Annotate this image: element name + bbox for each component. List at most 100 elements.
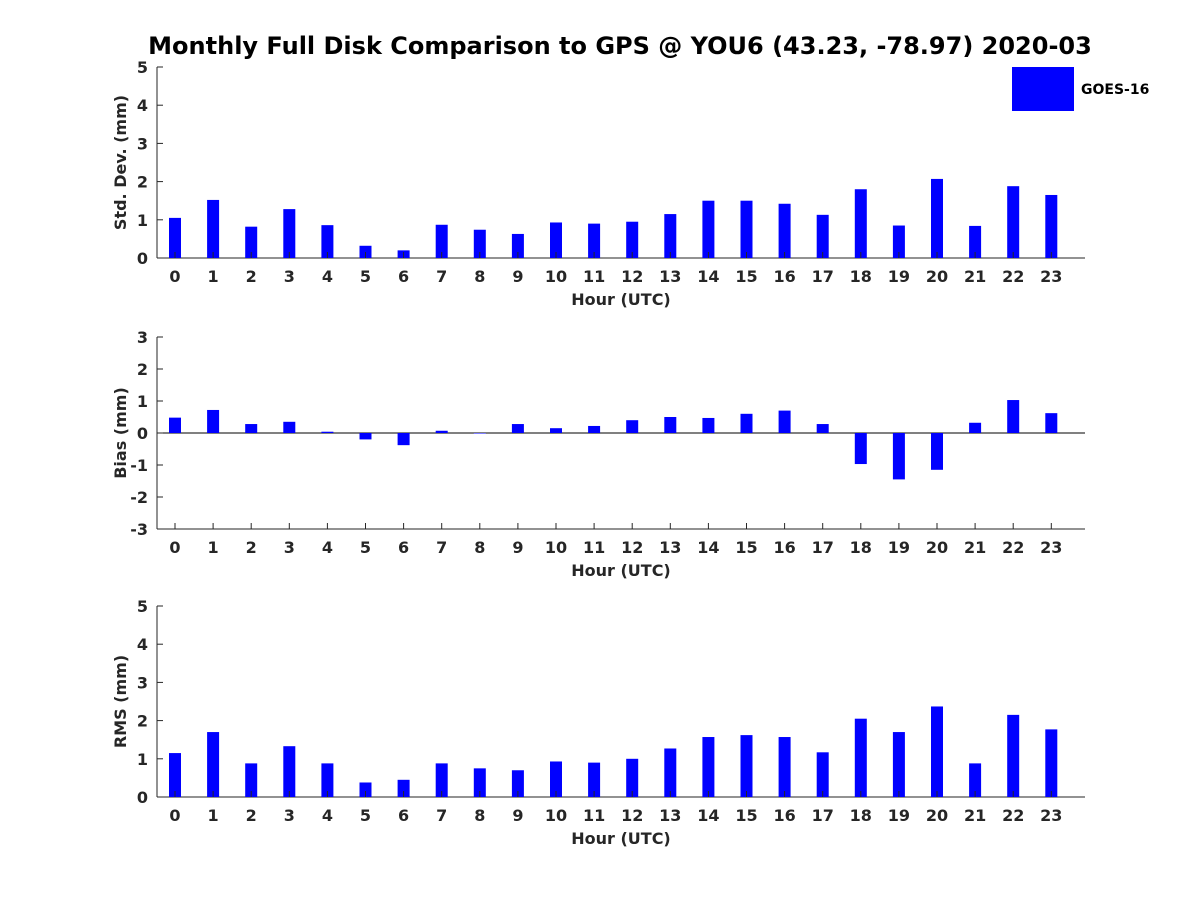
std-dev-bar bbox=[664, 214, 677, 258]
bias-ytick-label: 1 bbox=[137, 392, 148, 411]
std-dev-bar bbox=[283, 209, 296, 258]
std-dev-xtick-label: 9 bbox=[512, 267, 523, 286]
rms-bar bbox=[816, 752, 829, 797]
bias-bar bbox=[740, 413, 753, 433]
bias-xtick-label: 13 bbox=[659, 538, 681, 557]
std-dev-xtick-label: 15 bbox=[735, 267, 757, 286]
std-dev-bar bbox=[854, 189, 867, 258]
std-dev-xtick-label: 12 bbox=[621, 267, 643, 286]
bias-xtick-label: 19 bbox=[888, 538, 910, 557]
bias-ytick-label: 3 bbox=[137, 328, 148, 347]
bias-xlabel: Hour (UTC) bbox=[571, 561, 671, 580]
bias-xtick-label: 9 bbox=[512, 538, 523, 557]
std-dev-xtick-label: 1 bbox=[208, 267, 219, 286]
std-dev-xtick-label: 0 bbox=[169, 267, 180, 286]
bias-bar bbox=[1045, 413, 1058, 433]
bias-xtick-label: 15 bbox=[735, 538, 757, 557]
std-dev-ylabel: Std. Dev. (mm) bbox=[111, 95, 130, 230]
std-dev-bar bbox=[473, 229, 486, 258]
std-dev-bar bbox=[321, 225, 334, 258]
rms-xtick-label: 13 bbox=[659, 806, 681, 825]
std-dev-xtick-label: 14 bbox=[697, 267, 719, 286]
std-dev-bar bbox=[702, 200, 715, 258]
rms-bar bbox=[473, 768, 486, 797]
bias-bar bbox=[664, 417, 677, 433]
rms-xtick-label: 2 bbox=[246, 806, 257, 825]
std-dev-xtick-label: 22 bbox=[1002, 267, 1024, 286]
bias-bar bbox=[207, 409, 220, 433]
legend-swatch bbox=[1012, 67, 1074, 111]
rms-xtick-label: 11 bbox=[583, 806, 605, 825]
bias-xtick-label: 4 bbox=[322, 538, 333, 557]
std-dev-ytick-label: 4 bbox=[137, 96, 148, 115]
bias-xtick-label: 7 bbox=[436, 538, 447, 557]
std-dev-xtick-label: 13 bbox=[659, 267, 681, 286]
rms-xtick-label: 14 bbox=[697, 806, 719, 825]
bias-xtick-label: 18 bbox=[850, 538, 872, 557]
std-dev-ytick-label: 2 bbox=[137, 173, 148, 192]
std-dev-xlabel: Hour (UTC) bbox=[571, 290, 671, 309]
std-dev-xtick-label: 18 bbox=[850, 267, 872, 286]
std-dev-xtick-label: 6 bbox=[398, 267, 409, 286]
bias-xtick-label: 8 bbox=[474, 538, 485, 557]
std-dev-xtick-label: 7 bbox=[436, 267, 447, 286]
bias-bar bbox=[931, 433, 943, 470]
std-dev-bar bbox=[511, 233, 524, 258]
std-dev-xtick-label: 20 bbox=[926, 267, 948, 286]
rms-xtick-label: 5 bbox=[360, 806, 371, 825]
rms-bar bbox=[931, 706, 943, 797]
rms-xtick-label: 6 bbox=[398, 806, 409, 825]
std-dev-bar bbox=[740, 200, 753, 258]
bias-bar bbox=[550, 428, 562, 433]
bias-bar bbox=[245, 424, 258, 433]
bias-bar bbox=[511, 424, 524, 433]
std-dev-bar bbox=[1045, 194, 1058, 258]
rms-bar bbox=[283, 746, 296, 797]
bias-xtick-label: 20 bbox=[926, 538, 948, 557]
std-dev-ytick-label: 3 bbox=[137, 134, 148, 153]
rms-xtick-label: 8 bbox=[474, 806, 485, 825]
bias-xtick-label: 5 bbox=[360, 538, 371, 557]
bias-ytick-label: -2 bbox=[130, 488, 148, 507]
rms-ytick-label: 0 bbox=[137, 788, 148, 807]
rms-bar bbox=[740, 735, 753, 797]
std-dev-ytick-label: 0 bbox=[137, 249, 148, 268]
chart-title: Monthly Full Disk Comparison to GPS @ YO… bbox=[148, 32, 1092, 60]
bias-ytick-label: -3 bbox=[130, 520, 148, 539]
rms-bar bbox=[892, 732, 905, 797]
rms-bar bbox=[969, 763, 982, 797]
bias-bar bbox=[969, 422, 982, 433]
std-dev-xtick-label: 19 bbox=[888, 267, 910, 286]
bias-bar bbox=[359, 433, 372, 440]
std-dev-bar bbox=[969, 225, 982, 258]
rms-xtick-label: 9 bbox=[512, 806, 523, 825]
bias-ytick-label: 0 bbox=[137, 424, 148, 443]
std-dev-ytick-label: 5 bbox=[137, 58, 148, 77]
std-dev-bar bbox=[588, 223, 601, 258]
rms-bar bbox=[245, 763, 258, 797]
bias-xtick-label: 16 bbox=[773, 538, 795, 557]
rms-xtick-label: 21 bbox=[964, 806, 986, 825]
bias-bar bbox=[321, 431, 334, 433]
bias-xtick-label: 14 bbox=[697, 538, 719, 557]
bias-bar bbox=[169, 417, 181, 433]
std-dev-ytick-label: 1 bbox=[137, 211, 148, 230]
rms-xlabel: Hour (UTC) bbox=[571, 829, 671, 848]
bias-bar bbox=[473, 433, 486, 434]
bias-bar bbox=[778, 410, 791, 433]
rms-xtick-label: 7 bbox=[436, 806, 447, 825]
bias-xtick-label: 1 bbox=[208, 538, 219, 557]
rms-bar bbox=[397, 779, 410, 797]
std-dev-xtick-label: 11 bbox=[583, 267, 605, 286]
std-dev-xtick-label: 16 bbox=[773, 267, 795, 286]
rms-xtick-label: 18 bbox=[850, 806, 872, 825]
bias-bar bbox=[702, 417, 715, 433]
bias-bar bbox=[892, 433, 905, 480]
bias-bar bbox=[854, 433, 867, 465]
std-dev-xtick-label: 2 bbox=[246, 267, 257, 286]
rms-xtick-label: 3 bbox=[284, 806, 295, 825]
std-dev-bar bbox=[169, 217, 181, 258]
std-dev-xtick-label: 23 bbox=[1040, 267, 1062, 286]
rms-xtick-label: 4 bbox=[322, 806, 333, 825]
